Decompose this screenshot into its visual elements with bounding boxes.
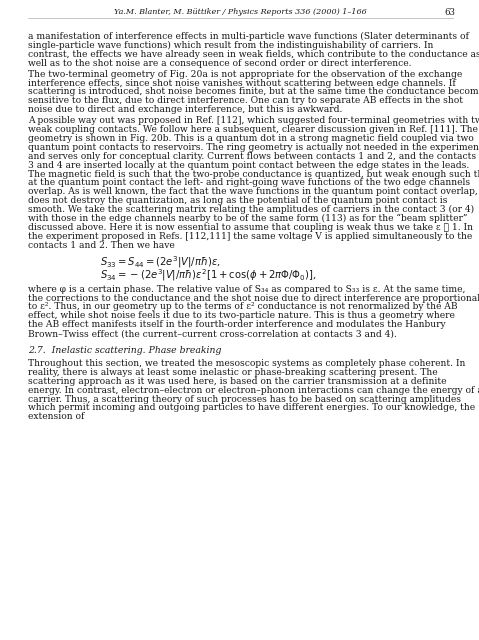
Text: single-particle wave functions) which result from the indistinguishability of ca: single-particle wave functions) which re…: [28, 41, 433, 50]
Text: contacts 1 and 2. Then we have: contacts 1 and 2. Then we have: [28, 241, 175, 250]
Text: smooth. We take the scattering matrix relating the amplitudes of carriers in the: smooth. We take the scattering matrix re…: [28, 205, 474, 214]
Text: reality, there is always at least some inelastic or phase-breaking scattering pr: reality, there is always at least some i…: [28, 368, 438, 377]
Text: Ya.M. Blanter, M. Büttiker / Physics Reports 336 (2000) 1–166: Ya.M. Blanter, M. Büttiker / Physics Rep…: [114, 8, 366, 16]
Text: the corrections to the conductance and the shot noise due to direct interference: the corrections to the conductance and t…: [28, 294, 479, 303]
Text: and serves only for conceptual clarity. Current flows between contacts 1 and 2, : and serves only for conceptual clarity. …: [28, 152, 476, 161]
Text: the AB effect manifests itself in the fourth-order interference and modulates th: the AB effect manifests itself in the fo…: [28, 320, 445, 329]
Text: extension of: extension of: [28, 412, 84, 421]
Text: interference effects, since shot noise vanishes without scattering between edge : interference effects, since shot noise v…: [28, 79, 456, 88]
Text: The magnetic field is such that the two-probe conductance is quantized, but weak: The magnetic field is such that the two-…: [28, 170, 479, 179]
Text: 3 and 4 are inserted locally at the quantum point contact between the edge state: 3 and 4 are inserted locally at the quan…: [28, 161, 469, 170]
Text: energy. In contrast, electron–electron or electron–phonon interactions can chang: energy. In contrast, electron–electron o…: [28, 386, 479, 395]
Text: scattering is introduced, shot noise becomes finite, but at the same time the co: scattering is introduced, shot noise bec…: [28, 88, 479, 97]
Text: weak coupling contacts. We follow here a subsequent, clearer discussion given in: weak coupling contacts. We follow here a…: [28, 125, 478, 134]
Text: overlap. As is well known, the fact that the wave functions in the quantum point: overlap. As is well known, the fact that…: [28, 188, 478, 196]
Text: discussed above. Here it is now essential to assume that coupling is weak thus w: discussed above. Here it is now essentia…: [28, 223, 473, 232]
Text: effect, while shot noise feels it due to its two-particle nature. This is thus a: effect, while shot noise feels it due to…: [28, 311, 455, 320]
Text: well as to the shot noise are a consequence of second order or direct interferen: well as to the shot noise are a conseque…: [28, 59, 411, 68]
Text: carrier. Thus, a scattering theory of such processes has to be based on scatteri: carrier. Thus, a scattering theory of su…: [28, 395, 461, 404]
Text: Throughout this section, we treated the mesoscopic systems as completely phase c: Throughout this section, we treated the …: [28, 359, 466, 368]
Text: with those in the edge channels nearby to be of the same form (113) as for the “: with those in the edge channels nearby t…: [28, 214, 468, 223]
Text: 63: 63: [444, 8, 455, 17]
Text: which permit incoming and outgoing particles to have different energies. To our : which permit incoming and outgoing parti…: [28, 403, 475, 413]
Text: 2.7.  Inelastic scattering. Phase breaking: 2.7. Inelastic scattering. Phase breakin…: [28, 346, 221, 355]
Text: $S_{34} = -(2e^3|V|/\pi\hbar)\varepsilon^2[1 + \cos(\phi + 2\pi\Phi/\Phi_0)]$,: $S_{34} = -(2e^3|V|/\pi\hbar)\varepsilon…: [100, 268, 317, 284]
Text: sensitive to the flux, due to direct interference. One can try to separate AB ef: sensitive to the flux, due to direct int…: [28, 96, 463, 106]
Text: the experiment proposed in Refs. [112,111] the same voltage V is applied simulta: the experiment proposed in Refs. [112,11…: [28, 232, 472, 241]
Text: contrast, the effects we have already seen in weak fields, which contribute to t: contrast, the effects we have already se…: [28, 50, 479, 59]
Text: at the quantum point contact the left- and right-going wave functions of the two: at the quantum point contact the left- a…: [28, 179, 470, 188]
Text: Brown–Twiss effect (the current–current cross-correlation at contacts 3 and 4).: Brown–Twiss effect (the current–current …: [28, 329, 397, 338]
Text: noise due to direct and exchange interference, but this is awkward.: noise due to direct and exchange interfe…: [28, 105, 342, 114]
Text: quantum point contacts to reservoirs. The ring geometry is actually not needed i: quantum point contacts to reservoirs. Th…: [28, 143, 479, 152]
Text: to ε². Thus, in our geometry up to the terms of ε² conductance is not renormaliz: to ε². Thus, in our geometry up to the t…: [28, 303, 457, 312]
Text: The two-terminal geometry of Fig. 20a is not appropriate for the observation of : The two-terminal geometry of Fig. 20a is…: [28, 70, 462, 79]
Text: A possible way out was proposed in Ref. [112], which suggested four-terminal geo: A possible way out was proposed in Ref. …: [28, 116, 479, 125]
Text: geometry is shown in Fig. 20b. This is a quantum dot in a strong magnetic field : geometry is shown in Fig. 20b. This is a…: [28, 134, 474, 143]
Text: a manifestation of interference effects in multi-particle wave functions (Slater: a manifestation of interference effects …: [28, 32, 469, 41]
Text: does not destroy the quantization, as long as the potential of the quantum point: does not destroy the quantization, as lo…: [28, 196, 447, 205]
Text: scattering approach as it was used here, is based on the carrier transmission at: scattering approach as it was used here,…: [28, 377, 446, 386]
Text: where φ is a certain phase. The relative value of S₃₄ as compared to S₃₃ is ε. A: where φ is a certain phase. The relative…: [28, 285, 466, 294]
Text: $S_{33} = S_{44} = (2e^3|V|/\pi\hbar)\varepsilon$,: $S_{33} = S_{44} = (2e^3|V|/\pi\hbar)\va…: [100, 255, 221, 271]
